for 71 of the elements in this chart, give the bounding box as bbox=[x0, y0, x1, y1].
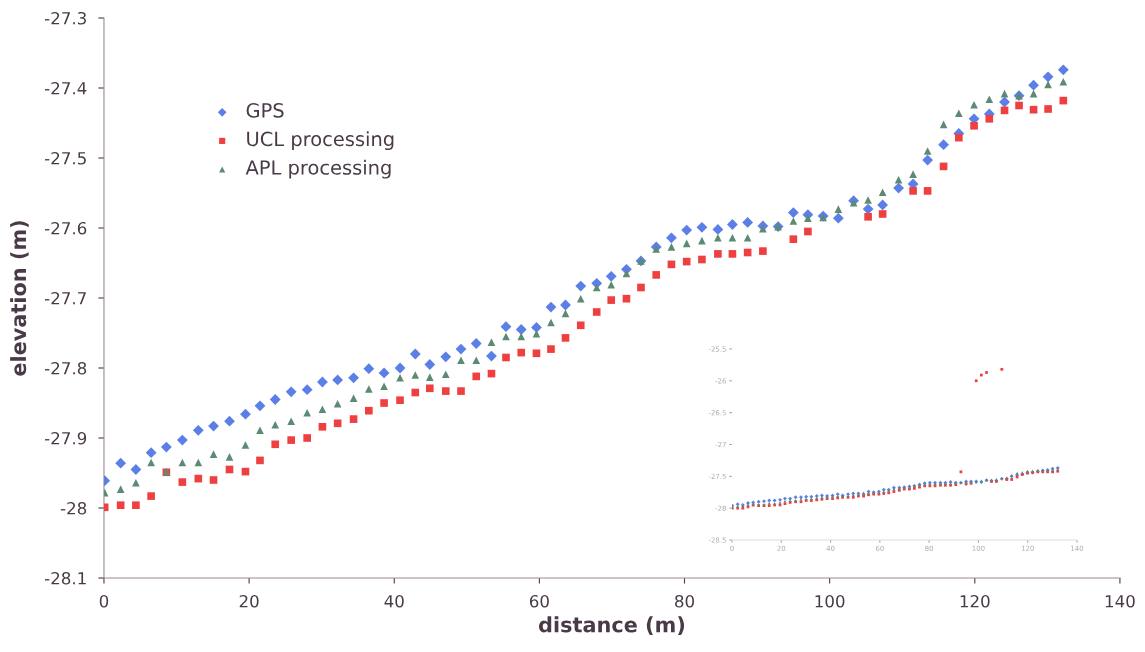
point bbox=[698, 255, 706, 264]
x-axis-title: distance (m) bbox=[538, 616, 685, 635]
x-tick-label: 100 bbox=[815, 594, 845, 608]
point bbox=[576, 321, 585, 330]
y-tick-label: -28 bbox=[60, 501, 87, 515]
point bbox=[1015, 101, 1023, 110]
point bbox=[532, 349, 541, 358]
point bbox=[607, 296, 616, 304]
point bbox=[804, 227, 812, 236]
point bbox=[592, 308, 601, 316]
point bbox=[955, 133, 963, 142]
y-tick-label: -28.1 bbox=[44, 571, 86, 585]
point bbox=[759, 247, 767, 255]
point bbox=[425, 384, 434, 393]
x-tick-label: 60 bbox=[529, 594, 549, 608]
point bbox=[1044, 105, 1052, 113]
y-tick-label: -27.6 bbox=[44, 221, 87, 235]
point bbox=[909, 187, 917, 195]
point bbox=[209, 476, 218, 484]
x-tick-label: 120 bbox=[960, 594, 990, 608]
point bbox=[502, 353, 510, 362]
point bbox=[318, 422, 327, 431]
point bbox=[970, 121, 978, 130]
point bbox=[561, 334, 570, 342]
point bbox=[303, 434, 311, 442]
y-axis-title: elevation (m) bbox=[10, 221, 29, 376]
legend-label: UCL processing bbox=[247, 131, 394, 151]
y-tick-label: -27.5 bbox=[44, 151, 86, 165]
point bbox=[472, 372, 481, 381]
point bbox=[132, 501, 140, 510]
point bbox=[714, 250, 722, 258]
y-tick-label: -27.7 bbox=[44, 291, 86, 305]
point bbox=[517, 348, 526, 357]
y-tick-label: -27.4 bbox=[44, 81, 87, 95]
point bbox=[116, 501, 125, 510]
x-tick-label: 20 bbox=[239, 594, 259, 608]
legend-label: APL processing bbox=[245, 159, 391, 179]
point bbox=[380, 399, 388, 407]
point bbox=[878, 210, 887, 218]
point bbox=[923, 187, 932, 195]
y-tick-label: -27.3 bbox=[44, 11, 86, 25]
point bbox=[349, 415, 358, 423]
point bbox=[637, 283, 645, 292]
x-tick-label: 140 bbox=[1105, 594, 1135, 608]
point bbox=[682, 257, 691, 266]
point bbox=[411, 388, 420, 397]
point bbox=[256, 456, 264, 465]
point bbox=[652, 271, 661, 279]
point bbox=[194, 474, 203, 483]
legend-label: GPS bbox=[246, 103, 284, 118]
point bbox=[789, 235, 798, 244]
point bbox=[396, 396, 404, 405]
point bbox=[441, 387, 450, 395]
y-tick-label: -27.8 bbox=[44, 361, 87, 375]
point bbox=[365, 406, 373, 415]
point bbox=[271, 440, 280, 449]
x-tick-label: 40 bbox=[384, 594, 404, 608]
x-tick-label: 0 bbox=[99, 594, 109, 608]
point bbox=[864, 212, 872, 221]
point bbox=[728, 250, 737, 258]
point bbox=[457, 387, 465, 395]
point bbox=[287, 436, 296, 444]
point bbox=[178, 478, 187, 486]
point bbox=[985, 114, 994, 123]
point bbox=[1029, 105, 1038, 114]
y-tick-label: -27.9 bbox=[44, 431, 87, 445]
x-tick-label: 80 bbox=[675, 594, 695, 608]
point bbox=[547, 345, 555, 353]
point bbox=[333, 419, 342, 428]
point bbox=[622, 294, 631, 303]
point bbox=[147, 492, 155, 500]
